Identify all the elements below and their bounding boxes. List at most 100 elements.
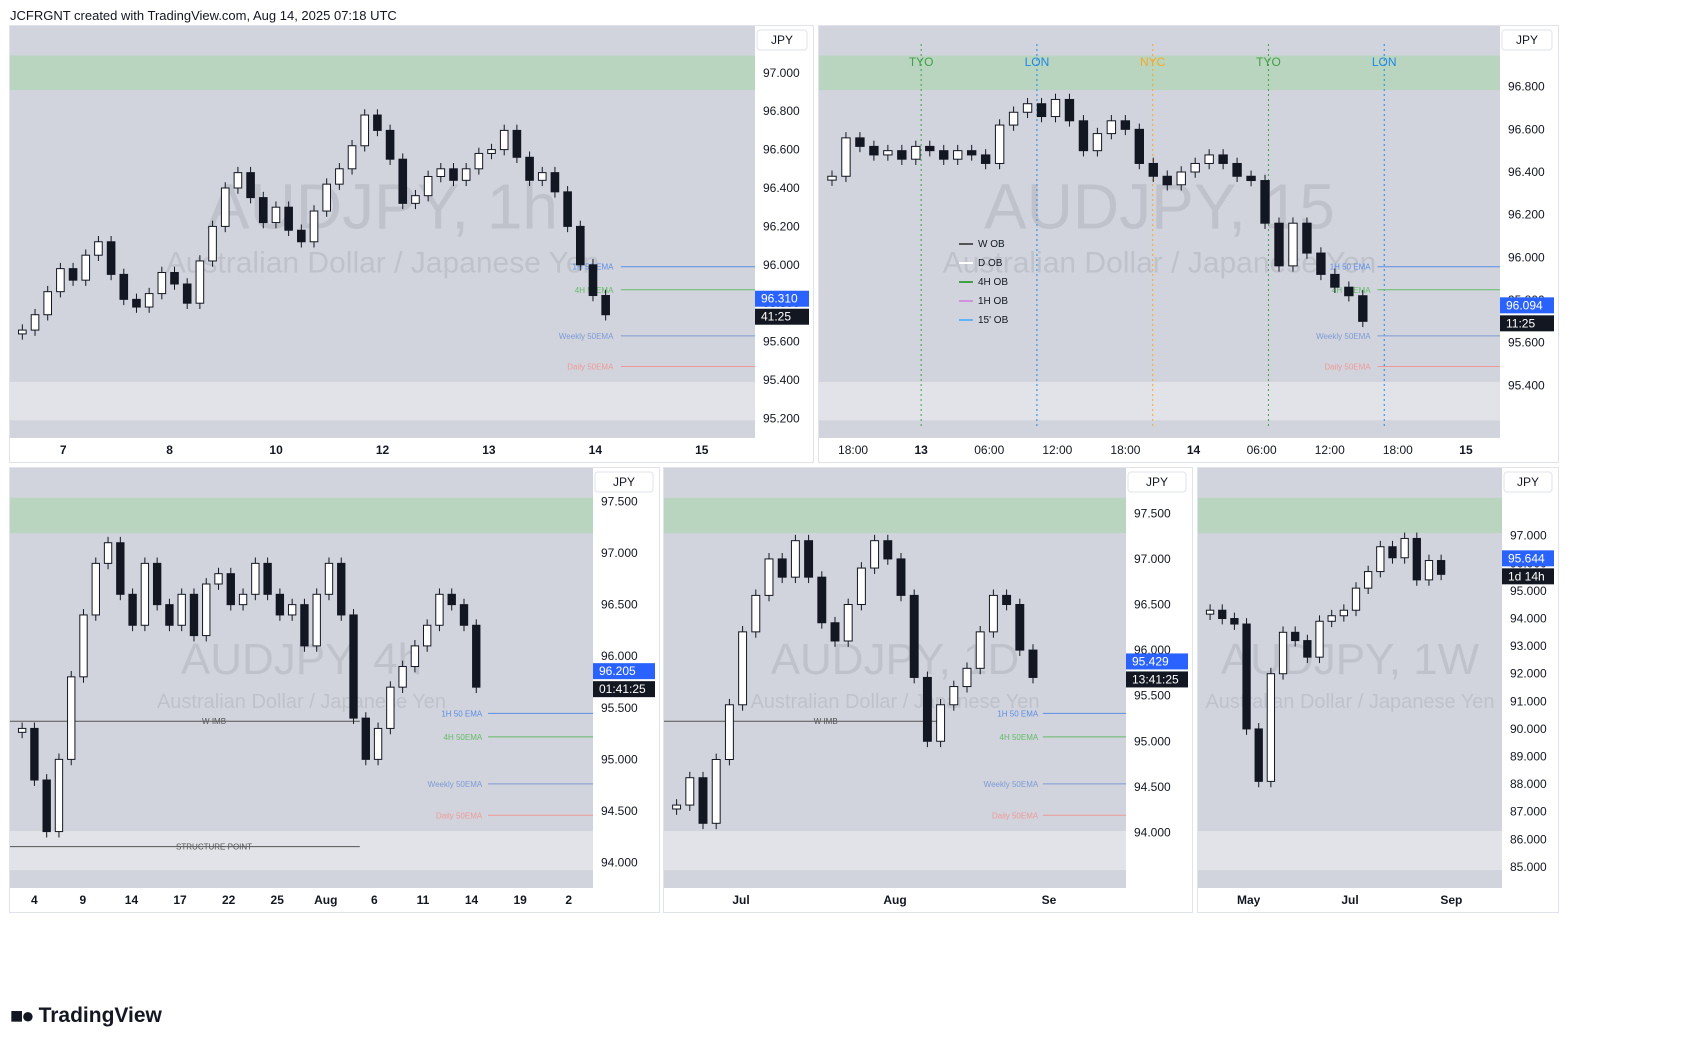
candle-body: [461, 168, 471, 181]
candle-body: [897, 150, 907, 160]
candle-body: [251, 562, 260, 595]
chart-panel-1d[interactable]: AUDJPY, 1D Australian Dollar / Japanese Y…: [663, 467, 1193, 913]
y-tick-label: 96.500: [601, 598, 638, 612]
countdown-box: [593, 681, 655, 698]
candle-body: [208, 225, 217, 262]
candle-body: [398, 666, 407, 688]
chart-panel-15m[interactable]: AUDJPY, 15 Australian Dollar / Japanese Y…: [818, 25, 1559, 463]
candle-body: [472, 624, 481, 688]
candle-body: [499, 129, 509, 151]
candle-body: [1260, 180, 1270, 224]
candle-body: [827, 175, 837, 181]
y-tick-label: 95.200: [763, 411, 800, 425]
candle-body: [601, 295, 610, 316]
candle-body: [909, 594, 919, 678]
x-tick-label: Jul: [1341, 893, 1358, 907]
chart-panel-4h[interactable]: AUDJPY, 4h Australian Dollar / Japanese Y…: [9, 467, 660, 913]
x-tick-label: 12:00: [1315, 443, 1345, 457]
candle-body: [1190, 162, 1200, 173]
candle-body: [1388, 546, 1397, 559]
y-tick-label: 96.800: [763, 104, 800, 118]
x-tick-label: 4: [31, 893, 38, 907]
time-axis: [664, 888, 1126, 912]
candle-body: [226, 573, 235, 606]
zone-label: W IMB: [202, 717, 226, 726]
chart-svg: AUDJPY, 1W Australian Dollar / Japanese Y…: [1198, 468, 1558, 912]
candle-body: [436, 168, 446, 177]
y-tick-label: 95.500: [601, 701, 638, 715]
candle-body: [300, 604, 309, 647]
price-axis: [1500, 26, 1558, 462]
candle-body: [1266, 673, 1276, 782]
y-tick-label: 95.600: [1508, 336, 1545, 350]
candle-body: [817, 576, 827, 624]
candle-body: [994, 124, 1005, 164]
price-label: 95.644: [1508, 551, 1545, 565]
y-tick-label: 92.000: [1510, 667, 1547, 681]
candle-body: [152, 562, 162, 606]
session-label: TYO: [909, 55, 934, 69]
watermark-subtitle: Australian Dollar / Japanese Yen: [750, 691, 1039, 713]
y-tick-label: 94.500: [1134, 780, 1171, 794]
candle-body: [1015, 604, 1025, 651]
candle-body: [1436, 560, 1446, 575]
currency-label: JPY: [1146, 475, 1168, 489]
candle-body: [67, 676, 76, 760]
level-line-label: 4H 50EMA: [444, 733, 483, 742]
x-tick-label: Aug: [883, 893, 906, 907]
candle-body: [751, 594, 761, 633]
candle-body: [1376, 546, 1385, 573]
candle-body: [1291, 631, 1300, 642]
level-line-label: Daily 50EMA: [436, 811, 483, 820]
y-tick-label: 94.000: [1510, 612, 1547, 626]
candle-body: [79, 614, 88, 678]
countdown-box: [1126, 671, 1188, 688]
y-tick-label: 95.000: [1510, 584, 1547, 598]
x-tick-label: 11: [417, 893, 430, 907]
tradingview-logo[interactable]: ■● TradingView: [10, 1003, 162, 1029]
candle-body: [1246, 175, 1256, 182]
x-tick-label: 14: [465, 893, 479, 907]
candle-body: [177, 593, 186, 626]
candle-body: [925, 145, 935, 152]
candle-body: [1274, 222, 1284, 267]
candle-body: [309, 210, 319, 243]
candle-body: [1218, 154, 1228, 164]
currency-label: JPY: [771, 33, 793, 47]
candle-body: [1134, 128, 1144, 164]
candle-body: [1330, 273, 1340, 288]
daily-ob-zone: [1198, 830, 1502, 871]
candle-body: [1008, 111, 1019, 126]
y-tick-label: 97.500: [601, 494, 638, 508]
y-tick-label: 97.000: [601, 546, 638, 560]
candle-body: [1288, 222, 1298, 267]
candle-body: [1162, 175, 1172, 186]
countdown-box: [1502, 568, 1554, 585]
legend-entry: 4H OB: [978, 277, 1008, 288]
candle-body: [119, 273, 129, 300]
watermark-symbol: AUDJPY, 1W: [1221, 635, 1480, 684]
y-tick-label: 95.000: [1134, 734, 1171, 748]
x-tick-label: 7: [60, 443, 67, 457]
weekly-ob-zone: [664, 497, 1126, 534]
level-line-label: Daily 50EMA: [1324, 363, 1371, 372]
candle-body: [764, 558, 774, 596]
candle-body: [385, 129, 395, 160]
candle-body: [869, 145, 879, 156]
candle-body: [777, 558, 787, 578]
candle-body: [189, 593, 199, 637]
chart-panel-1w[interactable]: AUDJPY, 1W Australian Dollar / Japanese Y…: [1197, 467, 1559, 913]
candle-body: [896, 558, 906, 596]
price-label-box: [1500, 297, 1554, 314]
y-tick-label: 95.400: [763, 373, 800, 387]
candle-body: [297, 229, 306, 243]
candle-body: [347, 145, 357, 170]
candle-body: [422, 624, 432, 647]
y-tick-label: 85.000: [1510, 860, 1547, 874]
candle-body: [911, 145, 921, 160]
legend-entry: D OB: [978, 258, 1003, 269]
chart-panel-1h[interactable]: AUDJPY, 1h Australian Dollar / Japanese Y…: [9, 25, 814, 463]
x-tick-label: 19: [513, 893, 527, 907]
weekly-ob-zone: [1198, 497, 1502, 534]
candle-body: [512, 129, 522, 158]
